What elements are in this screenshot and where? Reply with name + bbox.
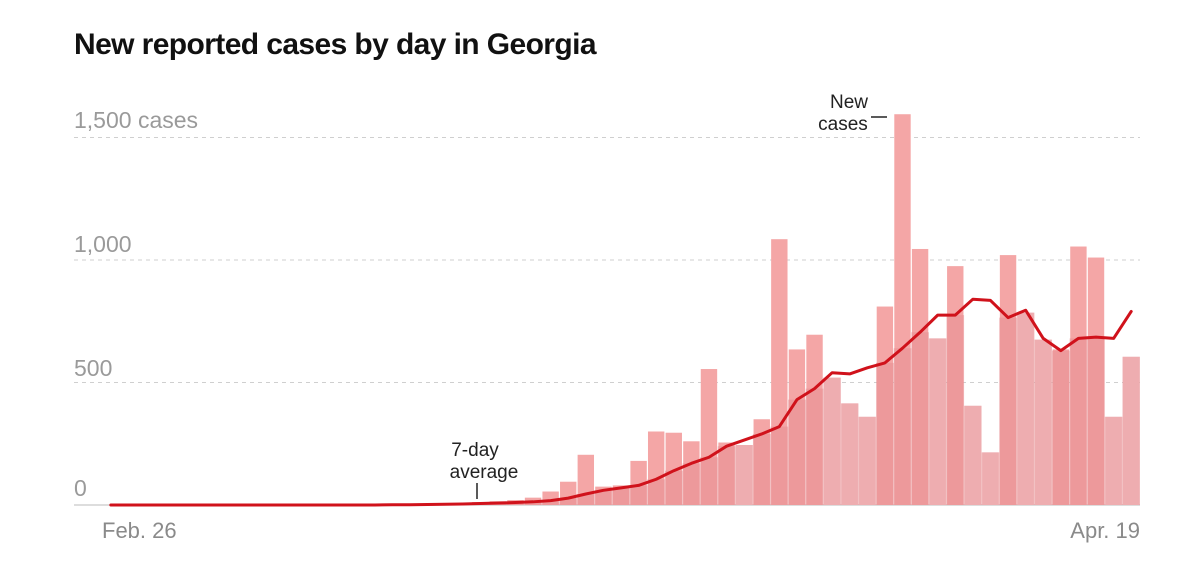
seven-day-average-line-group [102,297,1140,507]
x-tick-label-first: Feb. 26 [102,518,177,543]
y-tick-label-500: 500 [74,355,112,381]
tick-labels: 1,500 cases 1,000 500 0 Feb. 26 Apr. 19 [74,107,1140,543]
average-annotation-line2: average [450,462,519,483]
x-tick-label-last: Apr. 19 [1070,518,1140,543]
y-tick-label-0: 0 [74,475,87,501]
new-cases-annotation-line1: New [830,92,868,113]
new-cases-annotation-line2: cases [818,114,868,135]
average-annotation-line1: 7-day [451,440,499,461]
y-tick-label-1000: 1,000 [74,231,132,257]
average-overlap-area [102,312,1140,505]
seven-day-average-line [109,297,1133,507]
y-tick-label-1500: 1,500 cases [74,107,198,133]
chart-title: New reported cases by day in Georgia [74,28,597,61]
